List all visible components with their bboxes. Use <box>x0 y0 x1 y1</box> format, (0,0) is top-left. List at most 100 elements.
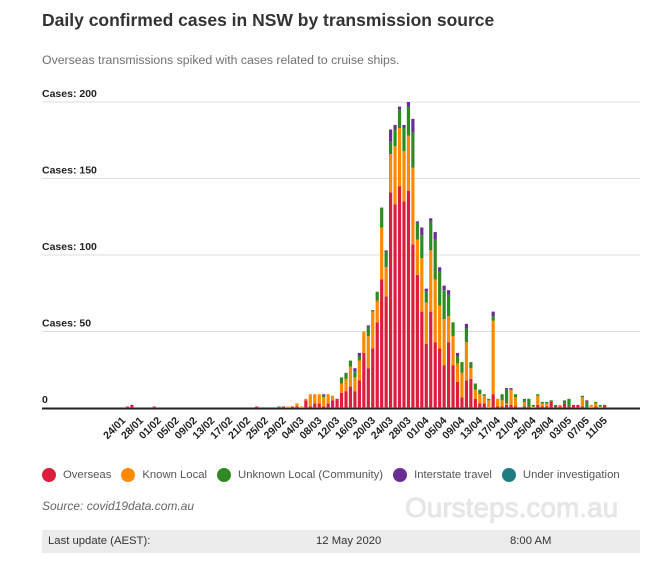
bar-stack-31-03[interactable] <box>420 227 424 408</box>
bar-segment-unknown-local-community- <box>598 404 602 407</box>
bar-stack-31-01[interactable] <box>152 406 156 408</box>
bar-segment-overseas <box>571 404 576 408</box>
bar-segment-unknown-local-community- <box>402 128 406 151</box>
bar-stack-08-04[interactable] <box>455 352 460 408</box>
bar-stack-15-03[interactable] <box>348 360 353 408</box>
bar-stack-18-04[interactable] <box>500 394 504 408</box>
bar-stack-28-04[interactable] <box>545 401 549 408</box>
bar-stack-07-04[interactable] <box>451 322 455 408</box>
bar-stack-11-04[interactable] <box>469 362 473 408</box>
bar-stack-28-02[interactable] <box>277 406 281 408</box>
bar-segment-unknown-local-community- <box>339 377 344 384</box>
bar-stack-27-04[interactable] <box>540 401 544 408</box>
legend-item-unknown-local[interactable]: Unknown Local (Community) <box>217 468 383 482</box>
bar-stack-04-05[interactable] <box>571 404 576 408</box>
bar-stack-02-05[interactable] <box>562 400 567 408</box>
bar-segment-known-local <box>286 406 290 408</box>
legend-item-under-investigation[interactable]: Under investigation <box>501 468 620 482</box>
legend-item-overseas[interactable]: Overseas <box>42 468 111 482</box>
bar-stack-25-03[interactable] <box>393 124 397 408</box>
bar-stack-07-05[interactable] <box>585 400 589 408</box>
bar-stack-24-04[interactable] <box>527 398 531 408</box>
bar-stack-05-05[interactable] <box>576 404 580 408</box>
bar-stack-30-03[interactable] <box>415 221 419 408</box>
bar-stack-17-03[interactable] <box>357 352 361 408</box>
bar-stack-01-05[interactable] <box>558 404 562 408</box>
bar-segment-overseas <box>366 368 370 408</box>
bar-segment-unknown-local-community- <box>406 106 411 136</box>
bar-stack-19-03[interactable] <box>366 325 370 408</box>
bar-stack-23-04[interactable] <box>522 398 526 408</box>
bar-stack-04-03[interactable] <box>299 406 303 408</box>
bar-stack-07-03[interactable] <box>313 394 317 408</box>
bar-segment-known-local <box>500 400 504 407</box>
bar-segment-overseas <box>393 204 397 408</box>
bar-segment-unknown-local-community- <box>554 404 558 407</box>
bar-stack-11-03[interactable] <box>331 395 335 408</box>
bar-stack-30-04[interactable] <box>554 404 558 408</box>
bar-stack-06-03[interactable] <box>308 394 312 408</box>
bar-stack-15-04[interactable] <box>487 398 491 408</box>
bar-segment-overseas <box>255 406 259 408</box>
bar-stack-12-04[interactable] <box>473 383 477 408</box>
bar-stack-27-03[interactable] <box>402 124 406 408</box>
bar-stack-12-03[interactable] <box>335 398 339 408</box>
bar-stack-09-03[interactable] <box>322 394 326 408</box>
bar-segment-unknown-local-community- <box>380 207 384 228</box>
bar-stack-03-04[interactable] <box>433 232 437 408</box>
bar-stack-04-04[interactable] <box>438 267 442 408</box>
bar-stack-26-01[interactable] <box>130 404 134 408</box>
bar-stack-16-04[interactable] <box>491 311 495 408</box>
bar-stack-09-04[interactable] <box>460 362 464 408</box>
bar-stack-01-04[interactable] <box>424 288 428 408</box>
bar-stack-13-03[interactable] <box>339 377 344 408</box>
bar-stack-21-04[interactable] <box>513 394 518 408</box>
bar-stack-03-03[interactable] <box>295 403 299 408</box>
bar-stack-29-04[interactable] <box>549 400 553 408</box>
bar-segment-known-local <box>393 146 397 205</box>
bar-stack-01-03[interactable] <box>286 406 290 408</box>
bar-stack-24-03[interactable] <box>389 129 393 408</box>
bar-stack-16-03[interactable] <box>353 368 357 408</box>
bar-stack-13-04[interactable] <box>478 389 482 408</box>
bar-stack-26-04[interactable] <box>536 394 540 408</box>
bar-segment-unknown-local-community- <box>438 271 442 306</box>
bar-stack-09-05[interactable] <box>594 401 598 408</box>
bar-stack-20-04[interactable] <box>509 388 513 408</box>
bar-stack-25-01[interactable] <box>125 406 130 408</box>
bar-stack-29-02[interactable] <box>281 406 286 408</box>
bar-stack-20-03[interactable] <box>371 310 375 408</box>
bar-stack-25-04[interactable] <box>531 404 535 408</box>
bar-stack-02-03[interactable] <box>290 406 295 408</box>
bar-stack-08-03[interactable] <box>317 394 321 408</box>
bar-stack-06-05[interactable] <box>580 395 584 408</box>
bar-segment-interstate-travel <box>384 250 388 252</box>
bar-stack-14-04[interactable] <box>482 394 486 408</box>
legend-item-known-local[interactable]: Known Local <box>121 468 207 482</box>
bar-segment-unknown-local-community- <box>594 401 598 404</box>
bar-stack-14-03[interactable] <box>344 372 348 408</box>
bar-stack-10-05[interactable] <box>598 404 602 408</box>
bar-stack-03-05[interactable] <box>567 398 571 408</box>
bar-stack-29-03[interactable] <box>411 118 415 408</box>
bar-stack-05-04[interactable] <box>442 285 446 408</box>
bar-stack-28-03[interactable] <box>406 102 411 408</box>
bar-stack-11-05[interactable] <box>603 404 607 408</box>
bar-segment-overseas <box>513 406 518 408</box>
bar-stack-06-04[interactable] <box>446 290 451 408</box>
bar-stack-23-02[interactable] <box>255 406 259 408</box>
bar-stack-26-03[interactable] <box>397 106 402 408</box>
bar-stack-23-03[interactable] <box>384 250 388 408</box>
bar-stack-21-03[interactable] <box>375 291 379 408</box>
bar-segment-known-local <box>411 167 415 245</box>
bar-stack-10-04[interactable] <box>464 323 469 408</box>
bar-stack-08-05[interactable] <box>589 404 593 408</box>
bar-stack-02-04[interactable] <box>429 218 433 408</box>
bar-stack-05-03[interactable] <box>304 398 308 408</box>
bar-stack-19-04[interactable] <box>504 388 509 408</box>
legend-item-interstate[interactable]: Interstate travel <box>393 468 492 482</box>
bar-stack-10-03[interactable] <box>326 394 330 408</box>
bar-stack-17-04[interactable] <box>496 398 500 408</box>
bar-stack-22-03[interactable] <box>380 207 384 408</box>
bar-stack-18-03[interactable] <box>362 331 366 409</box>
